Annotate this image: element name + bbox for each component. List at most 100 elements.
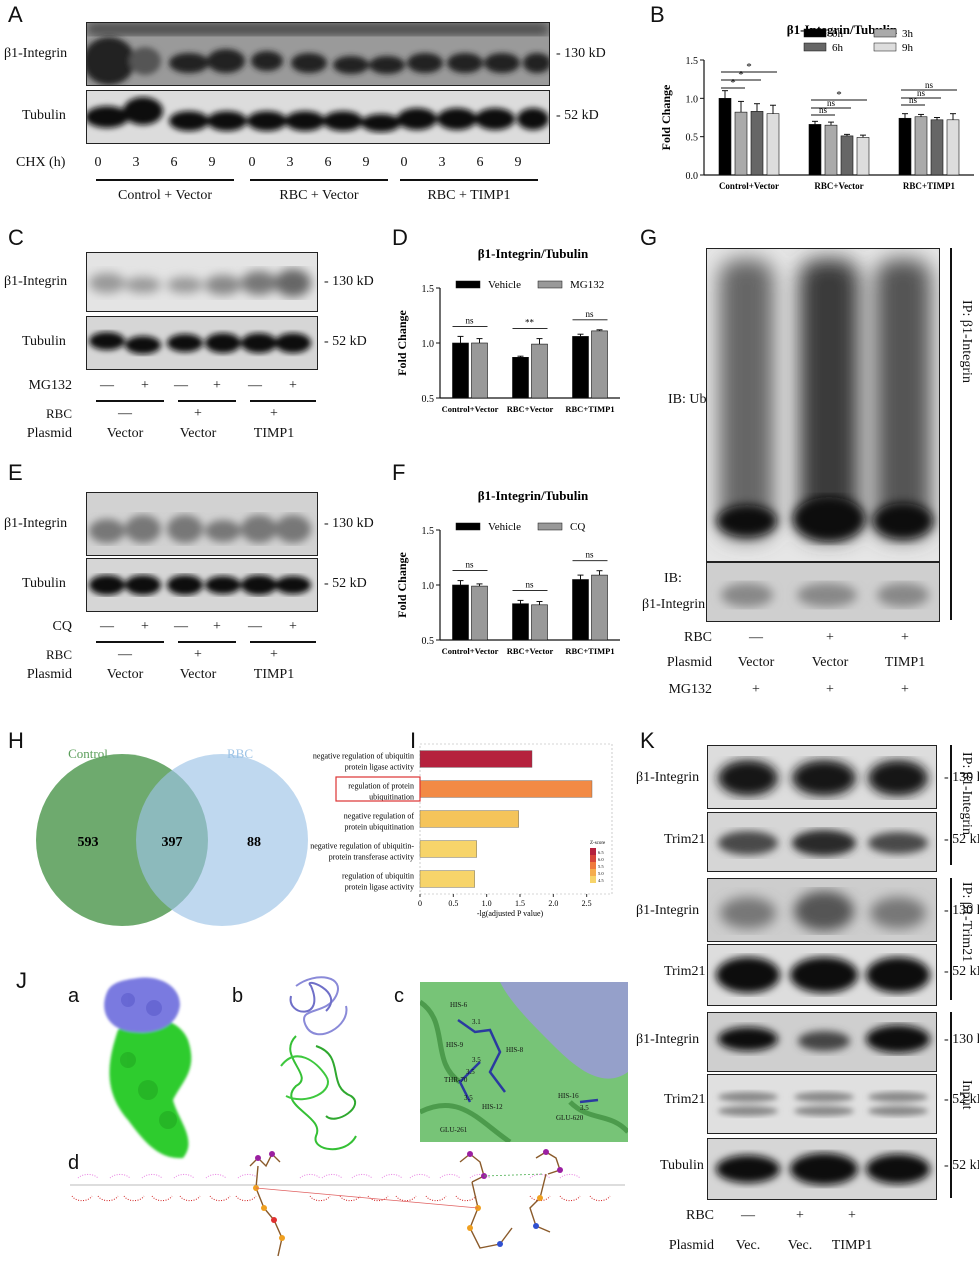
ip-bracket-k2 xyxy=(950,878,952,1000)
legend-swatch xyxy=(803,42,827,52)
blot-e-tub xyxy=(86,558,318,612)
blot-k-trim-ip1 xyxy=(707,812,937,872)
row-label-rbc-e: RBC xyxy=(45,647,72,662)
colorbar-step xyxy=(590,862,596,869)
hydrophobic-arc xyxy=(205,1173,227,1179)
rbc-mark: + xyxy=(194,647,202,662)
blot-e-tub-bands xyxy=(87,559,317,611)
x-tick-label: 1.5 xyxy=(515,899,525,908)
k-label-b1-1: β1-Integrin xyxy=(636,770,700,785)
chart-title: β1-Integrin/Tubulin xyxy=(478,488,589,503)
blot-k-trim-ip2 xyxy=(707,944,937,1006)
ligand-atom xyxy=(533,1223,539,1229)
ligand-atom xyxy=(537,1195,543,1201)
ligand-atom xyxy=(557,1167,563,1173)
panel-label-c: C xyxy=(8,225,24,250)
cond-line xyxy=(96,641,164,643)
blot-g-b1 xyxy=(706,562,940,622)
input-bracket-k xyxy=(950,1012,952,1198)
bar xyxy=(512,357,529,399)
k-label-trim-1: Trim21 xyxy=(664,832,706,847)
k-plasmid: Vec. xyxy=(735,1238,761,1253)
bar xyxy=(471,342,488,399)
ip-label-k2: IP: β1-Trim21 xyxy=(959,882,974,963)
blot-label-b1-a: β1-Integrin xyxy=(4,46,68,61)
blot-k-b1-ip1-bands xyxy=(708,746,936,808)
binding-site-svg: HIS-6 HIS-9 HIS-8 THR-70 HIS-12 HIS-16 G… xyxy=(420,982,628,1142)
hydrophobic-arc xyxy=(97,1195,119,1202)
hydrophobic-arc xyxy=(173,1173,195,1179)
input-label-k: Input xyxy=(959,1080,974,1110)
blot-k-trim-ip2-bands xyxy=(708,945,936,1005)
kd130-e: - 130 kD xyxy=(324,516,374,531)
ligand-atom xyxy=(269,1151,275,1157)
blot-a-b1 xyxy=(86,22,550,86)
chx-time: 3 xyxy=(132,155,140,170)
ligand-bond xyxy=(459,1153,513,1249)
bar xyxy=(750,111,764,176)
row-label-cq: CQ xyxy=(52,619,72,634)
g-rbc-mark: + xyxy=(826,630,834,645)
k-kd130-3: - 130 kD xyxy=(944,1032,979,1047)
kd52-a: - 52 kD xyxy=(556,108,599,123)
g-row-label: RBC xyxy=(683,630,712,645)
cq-mark: + xyxy=(289,619,297,634)
res-his12: HIS-12 xyxy=(482,1103,503,1111)
chx-time: 9 xyxy=(208,155,216,170)
venn-count-left: 593 xyxy=(78,835,99,850)
g-plasmid: Vector xyxy=(811,655,849,670)
chx-time: 9 xyxy=(514,155,522,170)
g-plasmid: TIMP1 xyxy=(884,655,926,670)
hydrophobic-arc xyxy=(123,1195,145,1202)
term-label: protein ligase activity xyxy=(345,883,414,892)
blot-a-tub-bands xyxy=(87,91,549,143)
k-kd52-4: - 52 kD xyxy=(944,1158,979,1173)
term-label: protein transferase activity xyxy=(329,853,414,862)
legend-label: 0h xyxy=(832,28,844,40)
venn-diagram: Control RBC 593 397 88 xyxy=(36,746,308,926)
k-label-tub: Tubulin xyxy=(660,1158,704,1173)
x-tick-label: RBC+Vector xyxy=(507,646,554,656)
k-label-trim-3: Trim21 xyxy=(664,1092,706,1107)
hydrophobic-arc xyxy=(109,1173,131,1179)
hydrophobic-arc xyxy=(179,1195,201,1202)
res-glu620: GLU-620 xyxy=(556,1114,584,1122)
kd130-c: - 130 kD xyxy=(324,274,374,289)
legend-label: Vehicle xyxy=(488,521,521,533)
hydrophobic-arc xyxy=(589,1195,611,1202)
legend-label: Vehicle xyxy=(488,279,521,291)
blot-label-b1-e: β1-Integrin xyxy=(4,516,68,531)
sig-mark: ns xyxy=(925,80,934,90)
y-axis-label: Fold Change xyxy=(398,551,409,617)
x-axis-label: -lg(adjusted P value) xyxy=(477,909,544,918)
k-kd130-2: - 130 kD xyxy=(944,903,979,918)
g-rbc-mark: + xyxy=(901,630,909,645)
res-his16: HIS-16 xyxy=(558,1092,579,1100)
panel-label-ja: a xyxy=(68,985,80,1007)
highlight-box xyxy=(335,776,421,802)
bar xyxy=(946,119,960,176)
k-kd52-2: - 52 kD xyxy=(944,964,979,979)
legend-swatch xyxy=(455,280,481,289)
sig-mark: ** xyxy=(525,318,535,328)
bar xyxy=(930,119,944,176)
res-glu261: GLU-261 xyxy=(440,1126,468,1134)
y-tick-label: 0.0 xyxy=(686,171,699,182)
bar xyxy=(824,124,838,176)
chart-title: β1-Integrin/Tubulin xyxy=(478,246,589,261)
g-mg-mark: + xyxy=(752,682,760,697)
chx-time: 0 xyxy=(248,155,256,170)
blot-k-trim-input-bands xyxy=(708,1075,936,1133)
blot-e-b1 xyxy=(86,492,318,556)
panel-label-i: I xyxy=(410,728,417,753)
hydrophobic-arc xyxy=(439,1173,461,1179)
blot-a-tub xyxy=(86,90,550,144)
g-plasmid: Vector xyxy=(737,655,775,670)
hydrophobic-arc xyxy=(237,1173,259,1179)
term-bar xyxy=(419,780,593,798)
g-rbc-mark: — xyxy=(749,630,763,645)
kd130-a: - 130 kD xyxy=(556,46,606,61)
k-label-b1-2: β1-Integrin xyxy=(636,903,700,918)
venn-circle-rbc xyxy=(136,754,308,926)
legend-title: Z-score xyxy=(590,841,606,846)
